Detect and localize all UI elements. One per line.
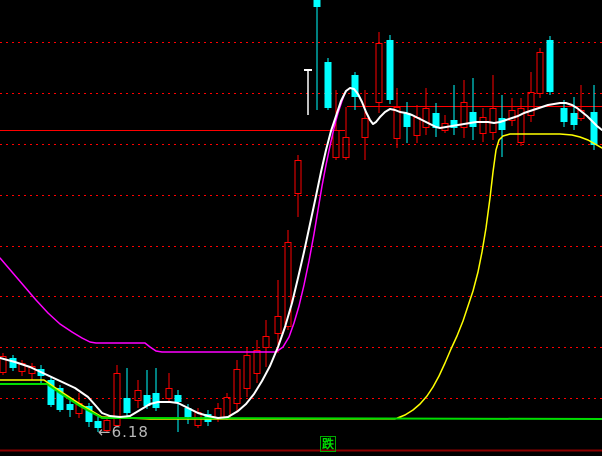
grid-lines (0, 42, 602, 399)
green-support-line (0, 383, 602, 420)
level-lines (0, 106, 602, 452)
fall-badge: 跌 (320, 436, 336, 452)
white-ma-line (0, 87, 602, 419)
candles (0, 0, 598, 433)
price-annotation: ←6.18 (98, 423, 149, 441)
magenta-ma-line (0, 89, 348, 353)
tbar-marker (304, 69, 312, 115)
